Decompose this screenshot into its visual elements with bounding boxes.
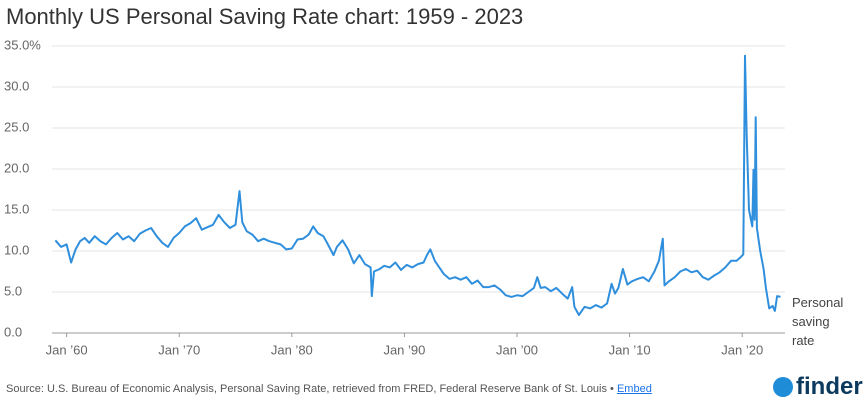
logo-text: finder xyxy=(796,373,863,400)
series-line xyxy=(54,54,781,316)
embed-link[interactable]: Embed xyxy=(616,383,652,395)
logo[interactable]: finder xyxy=(773,373,863,401)
y-tick-label: 25.0 xyxy=(4,119,29,134)
y-tick-label: 5.0 xyxy=(4,283,22,298)
y-tick-label: 0.0 xyxy=(4,324,22,339)
source-text: Source: U.S. Bureau of Economic Analysis… xyxy=(6,383,614,395)
x-tick-label: Jan ’90 xyxy=(383,342,425,357)
source: Source: U.S. Bureau of Economic Analysis… xyxy=(6,383,652,395)
x-tick-label: Jan ’00 xyxy=(496,342,538,357)
logo-icon xyxy=(773,377,793,397)
y-tick-label: 30.0 xyxy=(4,78,29,93)
x-tick-label: Jan ’10 xyxy=(609,342,651,357)
y-tick-label: 15.0 xyxy=(4,201,29,216)
x-tick-label: Jan ’80 xyxy=(271,342,313,357)
y-tick-label: 10.0 xyxy=(4,242,29,257)
y-tick-label: 20.0 xyxy=(4,160,29,175)
series-label: Personal saving rate xyxy=(792,295,844,348)
x-tick-label: Jan ’70 xyxy=(158,342,200,357)
chart-title: Monthly US Personal Saving Rate chart: 1… xyxy=(6,4,524,29)
x-tick-label: Jan ’60 xyxy=(46,342,88,357)
y-tick-label: 35.0% xyxy=(4,37,41,52)
x-tick-label: Jan ’20 xyxy=(721,342,763,357)
